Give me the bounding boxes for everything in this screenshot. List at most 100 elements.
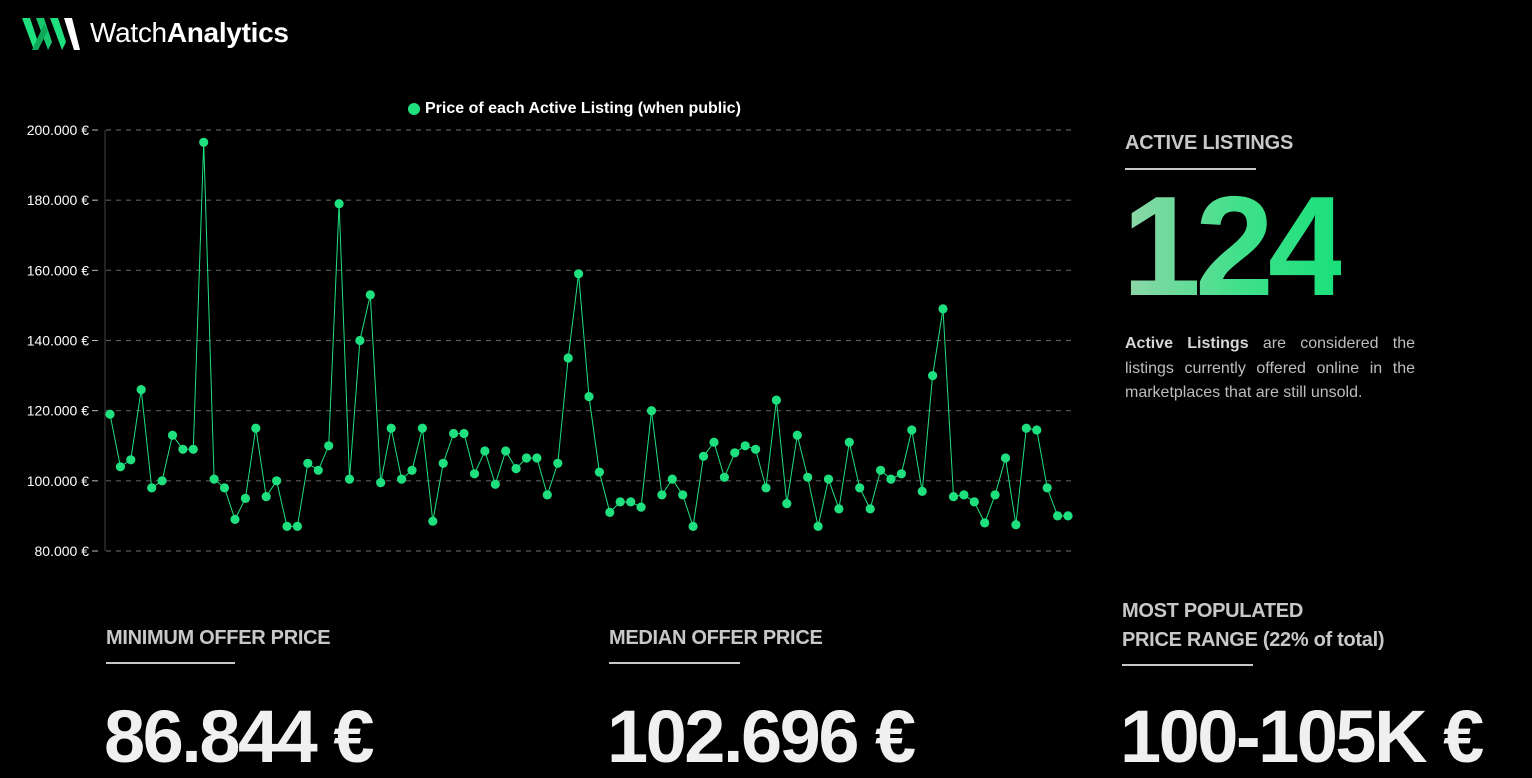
data-point[interactable] [646, 406, 657, 416]
data-point[interactable] [261, 492, 271, 502]
data-point[interactable] [386, 423, 396, 433]
data-point[interactable] [990, 490, 1000, 500]
data-point[interactable] [688, 521, 698, 531]
data-point[interactable] [553, 458, 563, 468]
data-point[interactable] [251, 423, 261, 433]
data-point[interactable] [584, 392, 594, 402]
data-point[interactable] [376, 478, 386, 488]
data-point[interactable] [563, 353, 573, 363]
data-point[interactable] [782, 499, 792, 509]
data-point[interactable] [136, 385, 146, 395]
data-point[interactable] [761, 483, 771, 493]
data-point[interactable] [355, 335, 365, 346]
data-point[interactable] [907, 425, 917, 435]
data-point[interactable] [365, 290, 375, 300]
data-point[interactable] [605, 507, 615, 517]
data-point[interactable] [917, 486, 927, 496]
data-point[interactable] [959, 490, 969, 500]
data-point[interactable] [469, 469, 480, 479]
data-point[interactable] [126, 455, 136, 465]
data-point[interactable] [948, 492, 959, 502]
data-point[interactable] [751, 444, 761, 454]
data-point[interactable] [532, 453, 542, 463]
data-point[interactable] [407, 465, 417, 475]
data-point[interactable] [928, 371, 938, 381]
logo[interactable]: WatchAnalytics [22, 14, 289, 52]
data-point[interactable] [157, 476, 167, 486]
data-point[interactable] [230, 514, 240, 524]
data-point[interactable] [1021, 423, 1031, 433]
data-point[interactable] [167, 430, 178, 440]
data-point[interactable] [657, 490, 667, 500]
data-point[interactable] [730, 448, 740, 458]
active-listings-title: ACTIVE LISTINGS [1125, 132, 1294, 154]
data-point[interactable] [428, 516, 438, 526]
data-point[interactable] [719, 472, 730, 482]
active-listings-desc-rest: are considered the listings currently of… [1125, 335, 1415, 401]
data-point[interactable] [896, 469, 907, 479]
data-point[interactable] [480, 446, 490, 456]
data-point[interactable] [938, 304, 948, 314]
data-point[interactable] [282, 521, 292, 531]
data-point[interactable] [834, 504, 844, 514]
data-point[interactable] [334, 199, 344, 209]
data-point[interactable] [792, 430, 802, 440]
data-point[interactable] [188, 444, 198, 454]
data-point[interactable] [813, 521, 823, 531]
data-point[interactable] [292, 521, 302, 531]
data-point[interactable] [324, 441, 334, 451]
data-point[interactable] [459, 428, 469, 439]
median-price-value: 102.696 € [607, 695, 916, 778]
data-point[interactable] [626, 497, 636, 507]
data-point[interactable] [876, 465, 886, 475]
data-point[interactable] [969, 497, 979, 507]
data-point[interactable] [740, 441, 750, 451]
data-point[interactable] [886, 474, 896, 484]
data-point[interactable] [438, 458, 448, 468]
data-point[interactable] [344, 474, 355, 484]
data-point[interactable] [574, 269, 584, 279]
data-point[interactable] [636, 502, 646, 512]
data-point[interactable] [1053, 511, 1063, 521]
data-point[interactable] [501, 446, 511, 456]
data-point[interactable] [511, 464, 521, 474]
data-point[interactable] [240, 493, 250, 503]
data-point[interactable] [105, 409, 115, 419]
data-point[interactable] [490, 479, 500, 489]
data-point[interactable] [219, 483, 230, 493]
data-point[interactable] [667, 474, 677, 484]
data-point[interactable] [1063, 511, 1073, 521]
data-point[interactable] [678, 490, 688, 500]
data-point[interactable] [865, 504, 875, 514]
data-point[interactable] [115, 462, 125, 472]
data-point[interactable] [449, 428, 459, 439]
data-point[interactable] [521, 453, 532, 463]
data-point[interactable] [1042, 483, 1052, 493]
data-point[interactable] [1032, 425, 1042, 435]
data-point[interactable] [844, 437, 854, 447]
data-point[interactable] [771, 395, 782, 405]
data-point[interactable] [709, 437, 719, 447]
data-point[interactable] [803, 472, 813, 482]
data-point[interactable] [303, 458, 313, 468]
data-point[interactable] [397, 474, 407, 484]
data-point[interactable] [823, 474, 834, 484]
data-point[interactable] [615, 497, 625, 507]
data-point[interactable] [209, 474, 219, 484]
data-point[interactable] [417, 423, 427, 433]
data-point[interactable] [698, 451, 709, 461]
data-point[interactable] [980, 518, 990, 528]
data-point[interactable] [199, 137, 209, 147]
data-point[interactable] [272, 476, 282, 486]
data-point[interactable] [542, 490, 552, 500]
data-point[interactable] [147, 483, 157, 493]
watchanalytics-logo-icon [22, 18, 80, 50]
data-point[interactable] [1011, 520, 1021, 530]
brand-name-part2: Analytics [166, 17, 289, 48]
data-point[interactable] [178, 444, 188, 454]
chart-legend[interactable]: Price of each Active Listing (when publi… [408, 100, 741, 118]
data-point[interactable] [1000, 453, 1011, 463]
data-point[interactable] [855, 483, 865, 493]
data-point[interactable] [594, 467, 605, 477]
data-point[interactable] [313, 465, 323, 475]
